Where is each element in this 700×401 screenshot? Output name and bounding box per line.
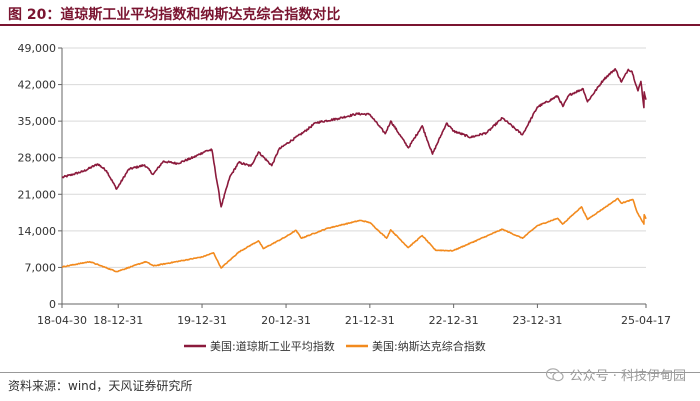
series-line-dow-jones [61, 68, 647, 208]
x-tick-label: 22-12-31 [429, 314, 479, 327]
y-tick-label: 28,000 [18, 152, 57, 165]
title-divider [0, 24, 700, 26]
legend-label: 美国:道琼斯工业平均指数 [210, 339, 335, 353]
x-tick-label: 23-12-31 [512, 314, 562, 327]
x-tick-label: 18-04-30 [37, 314, 87, 327]
axes [61, 48, 646, 305]
x-tick-label: 18-12-31 [93, 314, 143, 327]
series-lines [61, 68, 647, 273]
series-line-nasdaq [61, 197, 647, 273]
x-tick-label: 19-12-31 [177, 314, 227, 327]
x-tick-label: 25-04-17 [621, 314, 671, 327]
watermark-text: 公众号 · 科技伊甸园 [569, 369, 686, 384]
source-divider [0, 372, 700, 373]
y-tick-label: 49,000 [18, 42, 57, 55]
x-tick-label: 20-12-31 [261, 314, 311, 327]
wechat-icon [545, 367, 564, 381]
y-tick-labels: 0 7,000 14,000 21,000 28,000 35,000 42,000 49,0… [18, 42, 62, 311]
legend: 美国:道琼斯工业平均指数 美国:纳斯达克综合指数 [184, 339, 486, 353]
y-tick-label: 7,000 [25, 261, 57, 274]
x-tick-labels: 18-04-30 18-12-31 19-12-31 20-12-31 21-12-31… [37, 304, 671, 327]
y-tick-label: 0 [49, 298, 56, 311]
source-note: 资料来源：wind，天风证券研究所 [8, 379, 193, 393]
y-tick-label: 14,000 [18, 225, 57, 238]
y-gridlines [62, 47, 646, 268]
watermark: 公众号 · 科技伊甸园 [545, 365, 686, 384]
x-tick-label: 21-12-31 [345, 314, 395, 327]
y-tick-label: 21,000 [18, 188, 57, 201]
line-chart: 0 7,000 14,000 21,000 28,000 35,000 42,000 49,0… [18, 42, 671, 353]
y-tick-label: 42,000 [18, 79, 57, 92]
y-tick-label: 35,000 [18, 115, 57, 128]
legend-label: 美国:纳斯达克综合指数 [372, 339, 486, 353]
chart-title: 图 20：道琼斯工业平均指数和纳斯达克综合指数对比 [8, 7, 341, 23]
